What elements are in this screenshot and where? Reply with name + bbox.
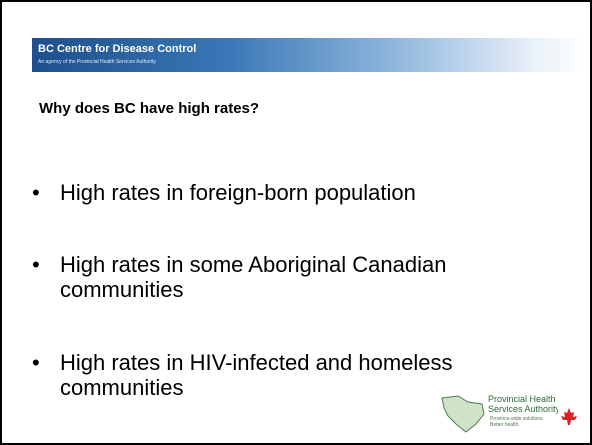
organization-tagline: An agency of the Provincial Health Servi… (38, 59, 156, 65)
maple-leaf-icon (558, 406, 580, 428)
bullet-line: High rates in some Aboriginal Canadian (60, 252, 447, 277)
logo-tagline: Province-wide solutions. Better health. (490, 416, 544, 428)
bullet-line: communities (60, 375, 184, 400)
bullet-line: High rates in HIV-infected and homeless (60, 350, 453, 375)
bullet-text: High rates in some Aboriginal Canadian co… (60, 252, 446, 302)
bullet-text: High rates in HIV-infected and homeless c… (60, 350, 453, 400)
logo-tagline-line: Province-wide solutions. (490, 416, 544, 422)
header-banner: BC Centre for Disease Control An agency … (32, 38, 588, 72)
bullet-line: High rates in foreign-born population (60, 180, 416, 205)
logo-map (441, 395, 485, 433)
bullet-text: High rates in foreign-born population (60, 180, 416, 205)
logo-name: Provincial Health Services Authority (488, 394, 560, 414)
bullet-dot: • (32, 350, 40, 375)
bullet-dot: • (32, 180, 40, 205)
logo-tagline-line: Better health. (490, 422, 520, 428)
bullet-dot: • (32, 252, 40, 277)
logo-name-line: Services Authority (488, 404, 561, 414)
bullet-line: communities (60, 277, 184, 302)
logo-name-line: Provincial Health (488, 394, 556, 404)
heading: Why does BC have high rates? (39, 100, 260, 117)
logo: Provincial Health Services Authority Prov… (438, 392, 560, 436)
organization: BC Centre for Disease Control (38, 43, 197, 55)
